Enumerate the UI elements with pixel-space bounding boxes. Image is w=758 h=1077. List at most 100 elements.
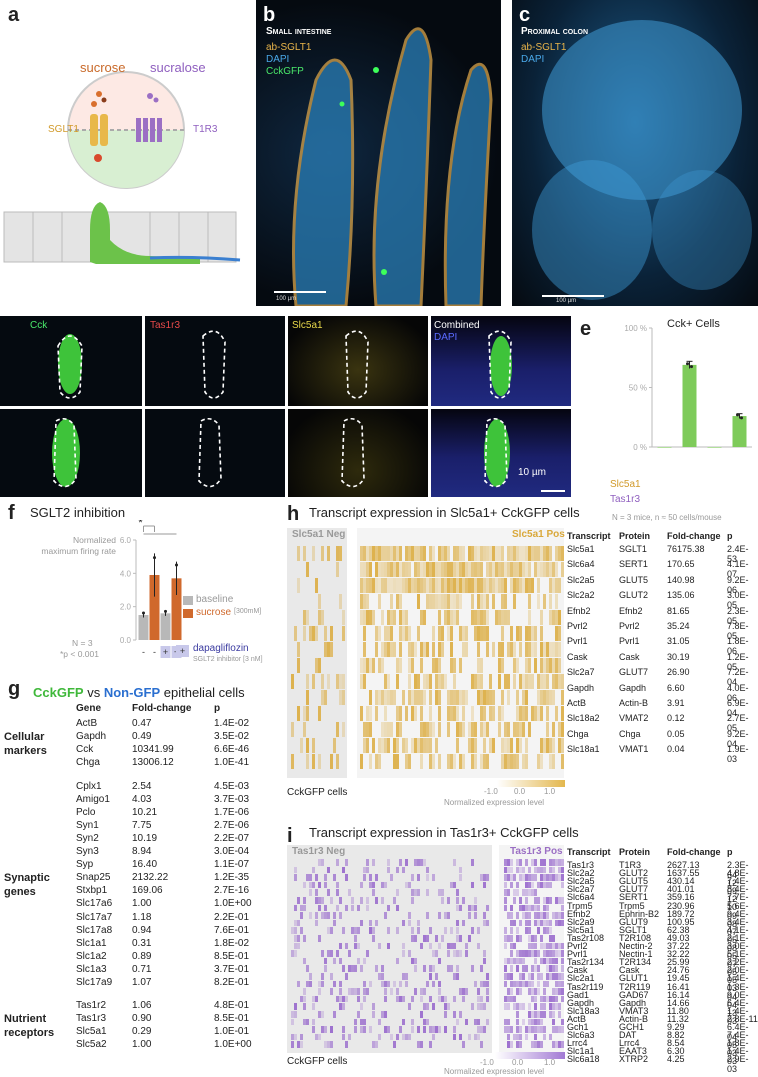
heatmap-cell — [393, 897, 396, 904]
channel-cck: Cck — [30, 320, 48, 331]
heatmap-cell — [522, 1018, 525, 1026]
heatmap-cell — [558, 942, 561, 950]
heatmap-cell — [558, 973, 561, 980]
heatmap-cell — [429, 973, 432, 980]
fold-change: 230.96 — [667, 900, 695, 911]
heatmap-cell — [522, 1003, 525, 1010]
heatmap-cell — [315, 578, 318, 593]
heatmap-cell — [480, 658, 483, 673]
heatmap-cell — [294, 904, 297, 912]
heatmap-cell — [345, 1041, 348, 1048]
heatmap-cell — [483, 754, 486, 769]
heatmap-cell — [459, 866, 462, 874]
heatmap-cell — [294, 935, 297, 942]
heatmap-cell — [558, 950, 561, 957]
g-fold: 1.06 — [132, 1000, 152, 1012]
heatmap-cell — [402, 942, 405, 950]
heatmap-cell — [531, 965, 534, 972]
heatmap-cell — [543, 919, 546, 927]
e-bar — [657, 447, 672, 448]
heatmap-cell — [504, 927, 507, 934]
heatmap-cell — [402, 1033, 405, 1041]
heatmap-cell — [540, 690, 543, 705]
heatmap-cell — [483, 578, 486, 593]
heatmap-cell — [429, 965, 432, 972]
heatmap-cell — [330, 950, 333, 957]
heatmap-cell — [312, 1018, 315, 1026]
heatmap-cell — [423, 935, 426, 942]
heatmap-cell — [342, 866, 345, 874]
heatmap-cell — [369, 690, 372, 705]
heatmap-cell — [411, 957, 414, 965]
heatmap-cell — [411, 578, 414, 593]
protein: Lrrc4 — [619, 1038, 640, 1049]
heatmap-cell — [447, 912, 450, 919]
heatmap-cell — [456, 904, 459, 912]
heatmap-cell — [360, 658, 363, 673]
heatmap-cell — [480, 965, 483, 972]
h-tick-neg: -1.0 — [484, 787, 498, 796]
heatmap-cell — [546, 874, 549, 881]
heatmap-cell — [543, 859, 546, 866]
heatmap-cell — [339, 942, 342, 950]
heatmap-cell — [366, 897, 369, 904]
heatmap-cell — [462, 897, 465, 904]
p-value: 4.1E-05 — [727, 924, 749, 945]
heatmap-cell — [321, 980, 324, 988]
heatmap-cell — [552, 674, 555, 689]
heatmap-cell — [540, 874, 543, 881]
heatmap-cell — [399, 642, 402, 657]
heatmap-cell — [549, 562, 552, 577]
heatmap-cell — [480, 706, 483, 721]
heatmap-cell — [384, 706, 387, 721]
heatmap-cell — [486, 642, 489, 657]
heatmap-cell — [537, 562, 540, 577]
heatmap-cell — [447, 610, 450, 625]
heatmap-cell — [492, 642, 495, 657]
heatmap-cell — [375, 546, 378, 561]
heatmap-cell — [477, 1018, 480, 1026]
heatmap-cell — [426, 562, 429, 577]
heatmap-cell — [546, 738, 549, 753]
heatmap-cell — [480, 674, 483, 689]
heatmap-cell — [303, 706, 306, 721]
heatmap-cell — [558, 626, 561, 641]
heatmap-cell — [510, 754, 513, 769]
heatmap-cell — [378, 658, 381, 673]
heatmap-cell — [525, 897, 528, 904]
heatmap-cell — [555, 950, 558, 957]
heatmap-cell — [471, 594, 474, 609]
heatmap-cell — [447, 690, 450, 705]
heatmap-cell — [411, 897, 414, 904]
heatmap-cell — [552, 965, 555, 972]
panel-e-letter: e — [580, 318, 592, 340]
heatmap-cell — [540, 1026, 543, 1033]
heatmap-cell — [555, 610, 558, 625]
heatmap-cell — [432, 874, 435, 881]
heatmap-cell — [375, 642, 378, 657]
heatmap-cell — [534, 874, 537, 881]
i-color-scale — [495, 1052, 565, 1059]
heatmap-cell — [552, 754, 555, 769]
heatmap-cell — [456, 594, 459, 609]
heatmap-cell — [555, 1026, 558, 1033]
heatmap-cell — [330, 973, 333, 980]
heatmap-cell — [519, 1003, 522, 1010]
heatmap-cell — [522, 912, 525, 919]
heatmap-cell — [291, 1041, 294, 1048]
g-gene: Slc1a3 — [76, 963, 107, 975]
heatmap-cell — [465, 578, 468, 593]
heatmap-cell — [405, 578, 408, 593]
heatmap-cell — [459, 1011, 462, 1018]
heatmap-cell — [330, 754, 333, 769]
g-group-label: Synaptic — [4, 872, 50, 885]
p-value: 6.4E-13 — [727, 997, 749, 1018]
heatmap-cell — [540, 626, 543, 641]
heatmap-cell — [510, 919, 513, 927]
heatmap-cell — [510, 935, 513, 942]
protein: Gapdh — [619, 682, 647, 693]
heatmap-cell — [474, 546, 477, 561]
heatmap-cell — [327, 674, 330, 689]
heatmap-cell — [552, 1003, 555, 1010]
heatmap-cell — [552, 973, 555, 980]
